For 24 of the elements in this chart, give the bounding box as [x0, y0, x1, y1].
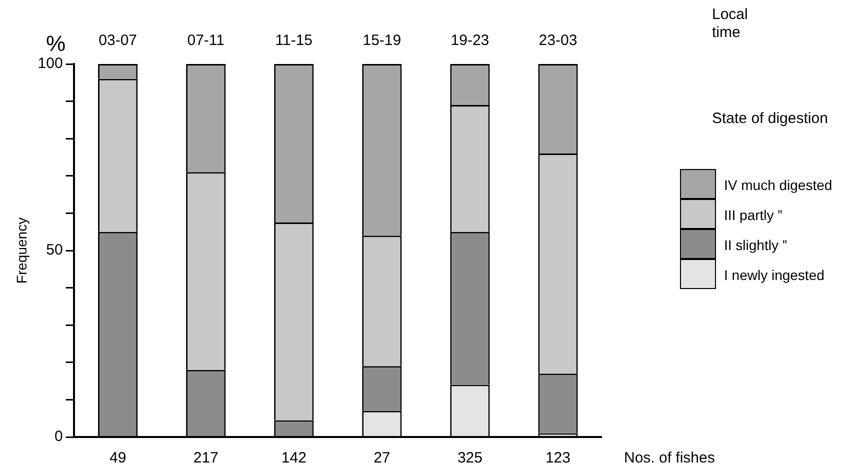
legend-title: State of digestion [712, 110, 828, 127]
text: 142 [281, 450, 306, 467]
x-tick-label: 23-03 [538, 32, 578, 50]
text: 217 [193, 450, 218, 467]
text: % [46, 31, 66, 56]
legend-label: III partly ” [724, 207, 782, 223]
text: Local time [712, 6, 749, 42]
y-axis-title: Frequency [13, 217, 30, 284]
x-tick-label: 19-23 [450, 32, 490, 50]
legend-label: IV much digested [724, 177, 832, 193]
y-tick-label: 0 [54, 428, 63, 446]
x-tick-label: 11-15 [275, 32, 313, 50]
text: 325 [457, 450, 482, 467]
x-tick-label: 07-11 [187, 32, 225, 50]
x-tick-label: 15-19 [362, 32, 402, 50]
text: 123 [545, 450, 570, 467]
y-tick-label: 50 [46, 242, 63, 259]
x-tick-label: 03-07 [98, 32, 138, 50]
legend-label: I newly ingested [724, 267, 824, 283]
text: 27 [374, 450, 390, 467]
text: Nos. of fishes [624, 450, 715, 467]
text: 49 [110, 450, 126, 467]
y-tick-label: 100 [38, 55, 63, 72]
legend-label: II slightly ” [724, 237, 788, 253]
